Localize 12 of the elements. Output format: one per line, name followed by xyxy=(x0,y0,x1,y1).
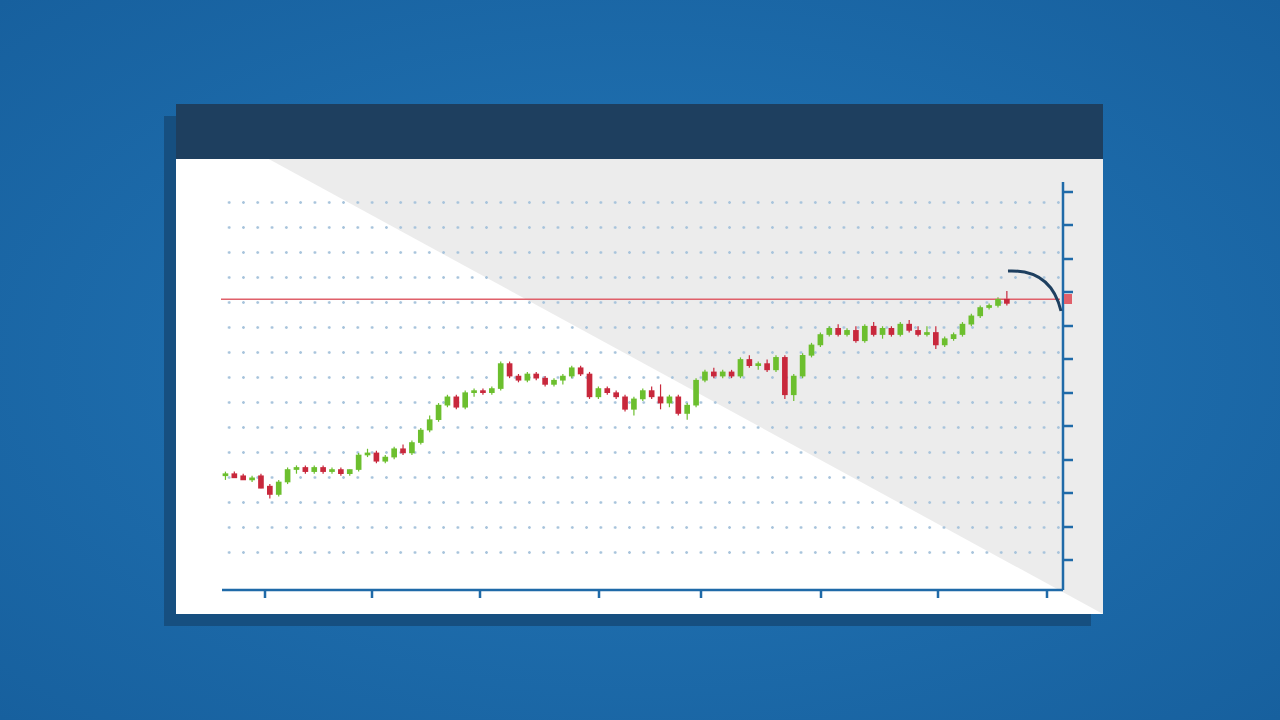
candlestick xyxy=(329,466,335,475)
candlestick xyxy=(675,394,682,417)
candlestick xyxy=(915,325,921,338)
candlestick xyxy=(986,302,992,311)
candlestick xyxy=(933,325,939,350)
candlestick xyxy=(861,323,868,344)
candlestick xyxy=(790,373,797,402)
candlestick xyxy=(462,390,469,410)
candlestick xyxy=(471,387,477,398)
candlestick xyxy=(631,396,637,417)
candlestick xyxy=(924,325,930,338)
candlestick xyxy=(1004,290,1010,307)
